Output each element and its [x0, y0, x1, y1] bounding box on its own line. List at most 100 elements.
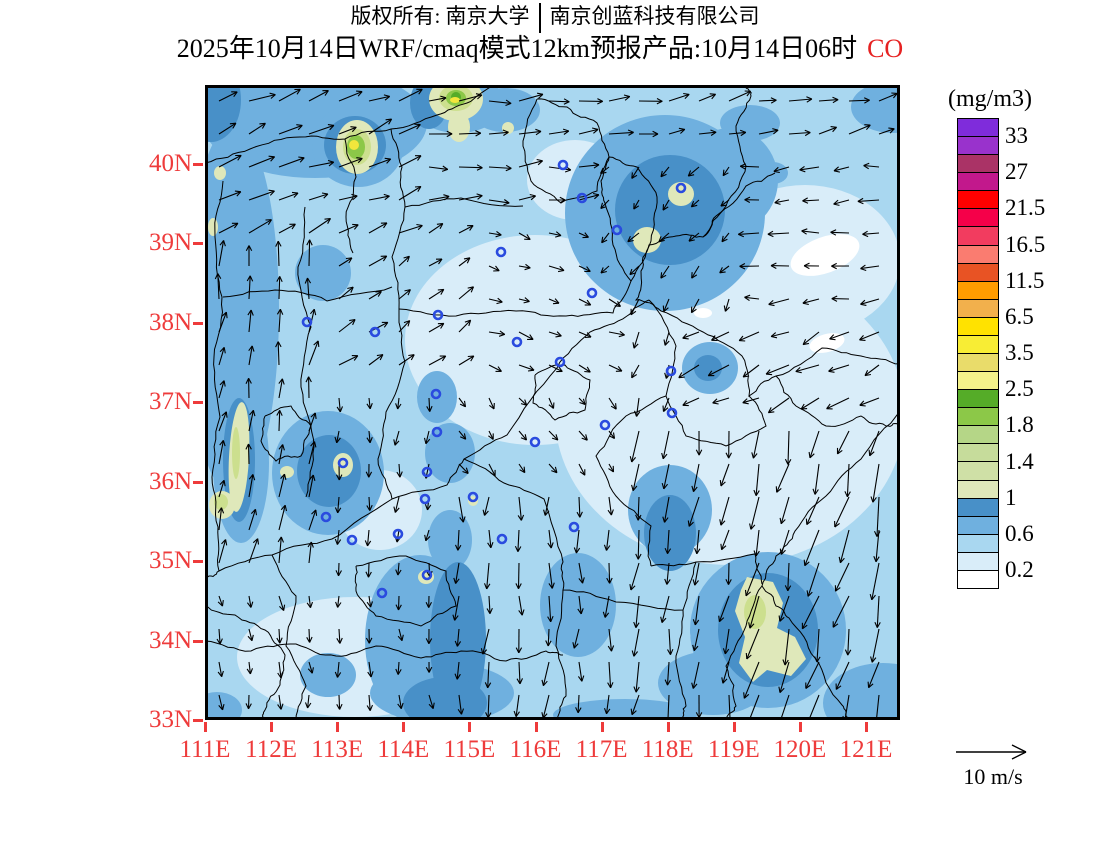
forecast-map [205, 85, 900, 720]
colorbar-units: (mg/m3) [948, 86, 1032, 112]
concentration-fill [644, 495, 696, 571]
concentration-fill [214, 166, 226, 180]
colorbar-cell [958, 444, 998, 463]
colorbar-tick-label: 1 [1005, 484, 1017, 510]
lon-tick-label: 114E [377, 736, 430, 763]
lat-tick [193, 401, 203, 404]
city-marker [557, 159, 569, 171]
colorbar-tick-label: 27 [1005, 159, 1028, 185]
city-marker [432, 309, 444, 321]
city-marker [529, 436, 541, 448]
city-marker [554, 356, 566, 368]
city-marker [421, 466, 433, 478]
colorbar-tick-label: 6.5 [1005, 303, 1034, 329]
lon-tick [600, 722, 604, 732]
lon-tick-label: 116E [509, 736, 562, 763]
city-marker [419, 493, 431, 505]
city-marker [576, 192, 588, 204]
lon-tick [865, 722, 868, 732]
city-marker [430, 388, 442, 400]
concentration-fill [448, 112, 470, 142]
province-border [211, 180, 224, 572]
lon-tick [798, 722, 802, 732]
colorbar-tick-label: 11.5 [1005, 267, 1045, 293]
province-border [271, 554, 307, 720]
lat-tick-label: 37N [148, 388, 192, 415]
colorbar-tick-label: 16.5 [1005, 231, 1046, 257]
colorbar-tick-label: 0.6 [1005, 520, 1034, 546]
lat-tick-label: 35N [148, 547, 192, 574]
concentration-fill [403, 677, 487, 720]
colorbar-cell [958, 299, 998, 318]
city-marker [496, 533, 508, 545]
city-marker [392, 528, 404, 540]
city-marker [421, 569, 433, 581]
title-main: 2025年10月14日WRF/cmaq模式12km预报产品:10月14日06时 [176, 34, 858, 63]
lat-tick-label: 40N [148, 149, 192, 177]
lon-tick [468, 722, 472, 732]
city-marker [568, 521, 580, 533]
city-marker [666, 407, 678, 419]
colorbar-cell [958, 534, 998, 553]
city-marker [511, 336, 523, 348]
province-border [702, 85, 752, 238]
lat-tick [193, 162, 203, 166]
lat-tick-label: 38N [148, 308, 192, 336]
lat-tick [193, 480, 203, 484]
concentration-fill [540, 553, 616, 657]
lon-tick-label: 118E [641, 736, 694, 763]
lon-tick [402, 722, 406, 732]
concentration-fill [720, 105, 780, 141]
province-border [297, 206, 315, 498]
province-border [354, 555, 457, 627]
lon-tick [270, 722, 274, 732]
province-border [725, 585, 763, 720]
lat-tick [193, 639, 203, 643]
city-marker [599, 419, 611, 431]
colorbar-cell [958, 191, 998, 210]
colorbar-cell [958, 498, 998, 517]
lat-tick [193, 719, 203, 722]
lon-tick [204, 722, 207, 732]
city-marker [301, 316, 313, 328]
colorbar-tick-label: 1.8 [1005, 412, 1034, 438]
concentration-fill [295, 245, 351, 301]
footer-divider [538, 3, 541, 34]
wind-scale-label: 10 m/s [963, 764, 1023, 789]
page-title: 2025年10月14日WRF/cmaq模式12km预报产品:10月14日06时 C… [0, 28, 1080, 65]
concentration-fill [668, 182, 694, 206]
colorbar-cell [958, 480, 998, 499]
colorbar-tick-label: 2.5 [1005, 376, 1034, 402]
city-marker [320, 511, 332, 523]
province-border [648, 299, 767, 447]
concentration-fill [633, 227, 661, 253]
lat-tick [193, 321, 203, 325]
province-border [391, 299, 650, 500]
wind-scale-arrow-icon [956, 744, 1027, 760]
concentration-fill [809, 333, 845, 353]
colorbar-cell [958, 209, 998, 228]
lon-tick-label: 117E [575, 736, 628, 763]
province-border [532, 364, 591, 421]
lon-tick [732, 722, 736, 732]
lon-tick-label: 112E [245, 736, 298, 763]
city-marker [611, 224, 623, 236]
colorbar-cell [958, 372, 998, 391]
city-marker [665, 365, 677, 377]
concentration-fill [470, 88, 540, 132]
colorbar-cell [958, 570, 998, 589]
title-species: CO [867, 34, 904, 63]
colorbar-cell [958, 462, 998, 481]
colorbar-cell [958, 354, 998, 373]
wind-vectors [214, 88, 898, 720]
lon-tick [666, 722, 670, 732]
lat-tick-label: 34N [148, 626, 192, 654]
province-border [205, 85, 494, 164]
concentration-fill [450, 97, 460, 103]
concentration-fill [208, 218, 218, 236]
colorbar-cell [958, 245, 998, 264]
wind-scale-legend: 10 m/s [938, 740, 1048, 790]
province-border [522, 98, 610, 204]
lat-tick [193, 560, 203, 563]
lon-tick-label: 120E [773, 736, 827, 763]
